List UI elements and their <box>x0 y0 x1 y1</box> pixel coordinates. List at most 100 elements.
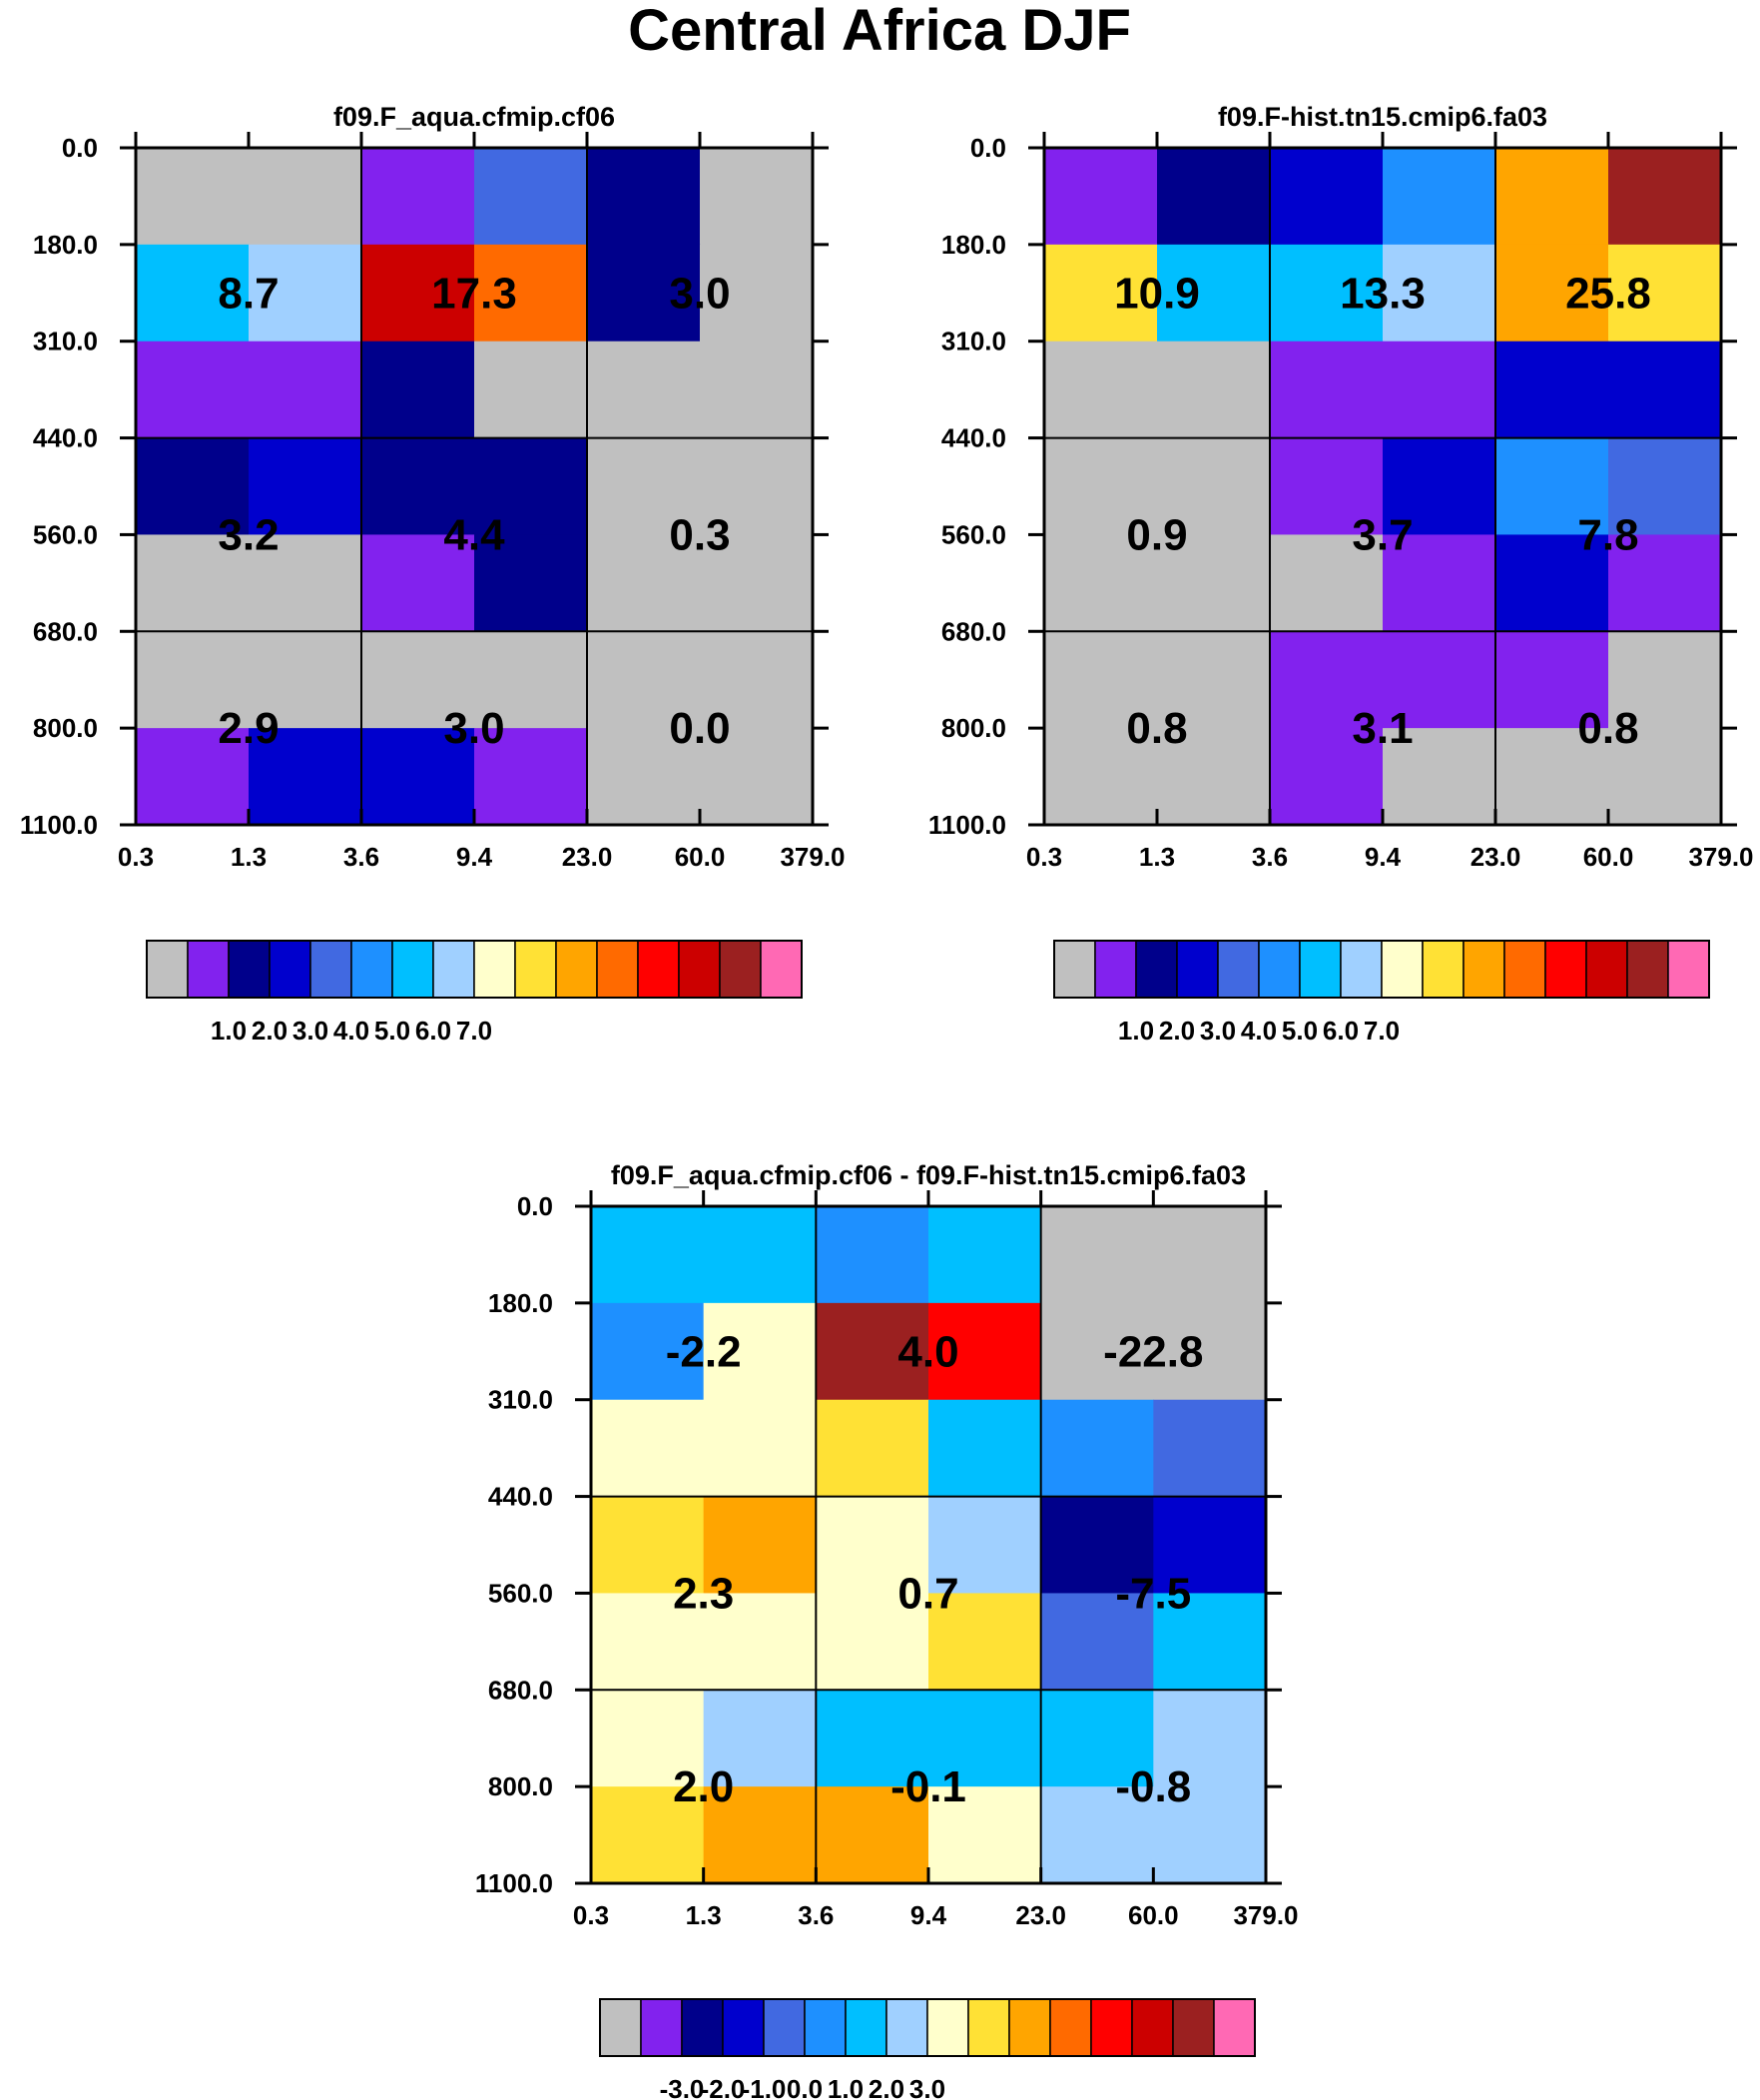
heatmap-cell <box>1608 728 1722 826</box>
y-tick-label: 0.0 <box>517 1191 553 1221</box>
heatmap-cell <box>1383 631 1496 729</box>
y-tick-label: 680.0 <box>941 616 1006 646</box>
heatmap-cell <box>1270 534 1384 632</box>
colorbar-swatch <box>473 940 516 999</box>
box-value: 0.8 <box>1577 704 1638 753</box>
heatmap-cell <box>136 341 250 439</box>
panel-title: f09.F-hist.tn15.cmip6.fa03 <box>1218 102 1547 132</box>
heatmap-cell <box>1153 1593 1267 1691</box>
heatmap-cell <box>587 244 701 343</box>
heatmap-cell <box>1040 1593 1154 1691</box>
heatmap-cell <box>1383 437 1496 536</box>
colorbar-swatch <box>926 1998 969 2057</box>
box-value: 17.3 <box>431 269 517 318</box>
heatmap-cell <box>1495 728 1609 826</box>
box-value: 10.9 <box>1114 269 1200 318</box>
box-value: 2.9 <box>218 704 279 753</box>
heatmap-cell <box>591 1786 705 1884</box>
x-tick-label: 9.4 <box>1365 842 1402 872</box>
x-tick-label: 9.4 <box>456 842 493 872</box>
colorbar-label: 3.0 <box>909 2074 945 2100</box>
colorbar-frame <box>1053 940 1710 999</box>
colorbar-swatch <box>1667 940 1710 999</box>
colorbar-swatch <box>391 940 434 999</box>
colorbar-swatch <box>1053 940 1096 999</box>
heatmap-cell <box>136 244 250 343</box>
y-tick-label: 440.0 <box>488 1482 553 1512</box>
colorbar-swatch <box>681 1998 724 2057</box>
heatmap-cell <box>1270 631 1384 729</box>
heatmap-cell <box>361 631 475 729</box>
colorbar-label: -2.0 <box>701 2074 746 2100</box>
colorbar-label: 1.0 <box>1118 1016 1154 1046</box>
heatmap-cell <box>587 728 701 826</box>
heatmap-cell <box>1044 341 1158 439</box>
heatmap-cell <box>587 148 701 246</box>
heatmap-cell <box>591 1690 705 1787</box>
box-value: 25.8 <box>1565 269 1651 318</box>
heatmap-cell <box>249 534 362 632</box>
heatmap-cell <box>361 244 475 343</box>
heatmap-cell <box>928 1399 1042 1498</box>
y-tick-label: 560.0 <box>488 1578 553 1608</box>
heatmap-cell <box>1495 534 1609 632</box>
heatmap-cell <box>591 1206 705 1304</box>
colorbar-label: 4.0 <box>333 1016 369 1046</box>
heatmap-cell <box>700 631 814 729</box>
colorbar-swatch <box>722 1998 765 2057</box>
colorbar-swatch <box>309 940 352 999</box>
box-value: -0.1 <box>890 1762 966 1811</box>
colorbar-swatch <box>637 940 680 999</box>
heatmap-cell <box>1040 1206 1154 1304</box>
box-value: 0.8 <box>1126 704 1187 753</box>
heatmap-cell <box>1495 341 1609 439</box>
heatmap-cell <box>928 1690 1042 1787</box>
heatmap-cell <box>816 1206 929 1304</box>
y-tick-label: 800.0 <box>33 713 98 743</box>
heatmap-cell <box>1153 1206 1267 1304</box>
heatmap-cell <box>1153 1302 1267 1401</box>
colorbar-swatch <box>1340 940 1383 999</box>
box-value: 7.8 <box>1577 510 1638 559</box>
heatmap-cell <box>1608 148 1722 246</box>
heatmap-cell <box>816 1690 929 1787</box>
colorbar-swatch <box>1217 940 1260 999</box>
heatmap-cell <box>474 534 588 632</box>
heatmap-cell <box>1157 148 1271 246</box>
heatmap-cell <box>703 1496 817 1595</box>
heatmap-cell <box>1157 437 1271 536</box>
colorbar-swatch <box>187 940 230 999</box>
heatmap-cell <box>1383 148 1496 246</box>
heatmap-cell <box>816 1593 929 1691</box>
box-value: 0.3 <box>669 510 730 559</box>
heatmap-cell <box>1153 1399 1267 1498</box>
heatmap-cell <box>1157 631 1271 729</box>
heatmap-cell <box>1383 534 1496 632</box>
heatmap-cell <box>361 728 475 826</box>
x-tick-label: 379.0 <box>1233 1900 1298 1930</box>
panel-2: f09.F-hist.tn15.cmip6.fa03 0.3 1.3 3.6 9.4 23… <box>928 102 1754 1046</box>
colorbar-frame <box>599 1998 1256 2057</box>
heatmap-cell <box>474 728 588 826</box>
heatmap-cell <box>700 148 814 246</box>
colorbar-label: 7.0 <box>1364 1016 1400 1046</box>
x-tick-label: 379.0 <box>1688 842 1753 872</box>
box-value: 4.0 <box>897 1327 958 1376</box>
heatmap-cell <box>361 341 475 439</box>
heatmap-cell <box>928 1593 1042 1691</box>
colorbar-label: 1.0 <box>828 2074 864 2100</box>
heatmap-cell <box>361 148 475 246</box>
colorbar-swatch <box>350 940 393 999</box>
colorbar-swatch <box>1172 1998 1215 2057</box>
heatmap-cell <box>1153 1496 1267 1595</box>
heatmap-cell <box>703 1786 817 1884</box>
heatmap-cell <box>1157 341 1271 439</box>
heatmap-cell <box>1495 244 1609 343</box>
heatmap-cell <box>816 1786 929 1884</box>
x-tick-label: 1.3 <box>686 1900 722 1930</box>
colorbar-swatch <box>596 940 639 999</box>
colorbar-swatch <box>1299 940 1342 999</box>
heatmap-cell <box>1383 728 1496 826</box>
heatmap-cell <box>928 1302 1042 1401</box>
heatmap-cell <box>700 728 814 826</box>
